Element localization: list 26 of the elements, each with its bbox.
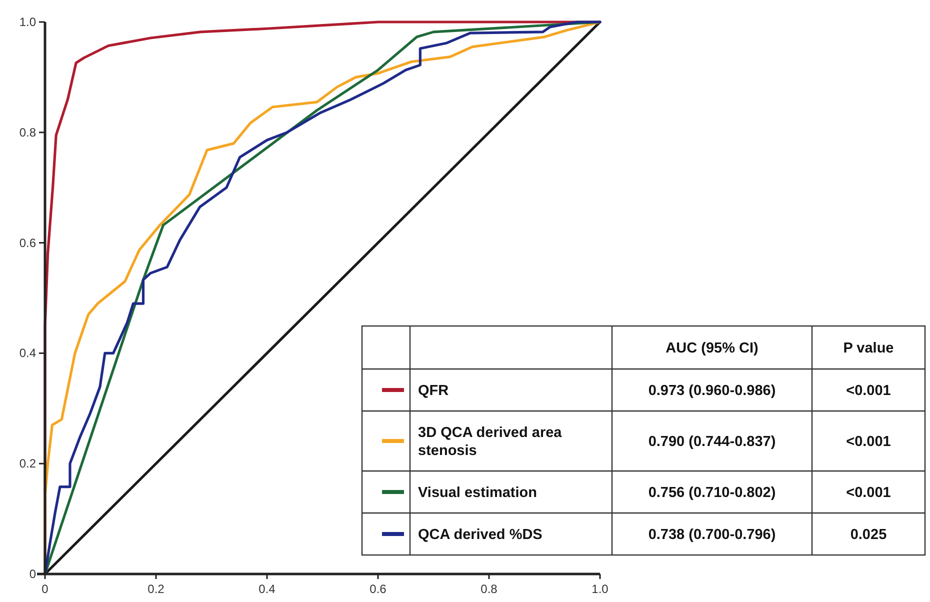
text: AUC (95% CI) xyxy=(666,340,758,356)
y-tick-label: 0.2 xyxy=(19,456,36,471)
y-tick-label: 1.0 xyxy=(19,15,36,29)
text: 0.973 (0.960-0.986) xyxy=(648,383,776,399)
y-tick-label: 0.4 xyxy=(19,346,36,360)
legend-label: 3D QCA derived area stenosis xyxy=(418,425,563,459)
text: 0.790 (0.744-0.837) xyxy=(648,434,776,450)
text: 0.025 xyxy=(850,527,887,543)
y-tick-label: 0.8 xyxy=(19,125,36,140)
x-tick-label: 1.0 xyxy=(592,582,609,596)
legend-label: Visual estimation xyxy=(418,485,537,501)
x-tick-label: 0.8 xyxy=(480,582,498,596)
y-tick-label: 0 xyxy=(29,567,36,581)
legend-label: QFR xyxy=(418,383,450,399)
x-tick-label: 0.2 xyxy=(148,582,165,596)
text: 0.756 (0.710-0.802) xyxy=(648,485,776,501)
x-tick-label: 0 xyxy=(42,582,49,596)
text: <0.001 xyxy=(846,434,891,450)
x-tick-label: 0.4 xyxy=(258,582,276,596)
text: 0.738 (0.700-0.796) xyxy=(648,527,776,543)
text: <0.001 xyxy=(846,485,891,501)
y-tick-label: 0.6 xyxy=(19,236,36,250)
text: P value xyxy=(843,340,894,356)
legend-label: QCA derived %DS xyxy=(418,527,543,543)
text: <0.001 xyxy=(846,383,891,399)
x-tick-label: 0.6 xyxy=(370,582,387,596)
